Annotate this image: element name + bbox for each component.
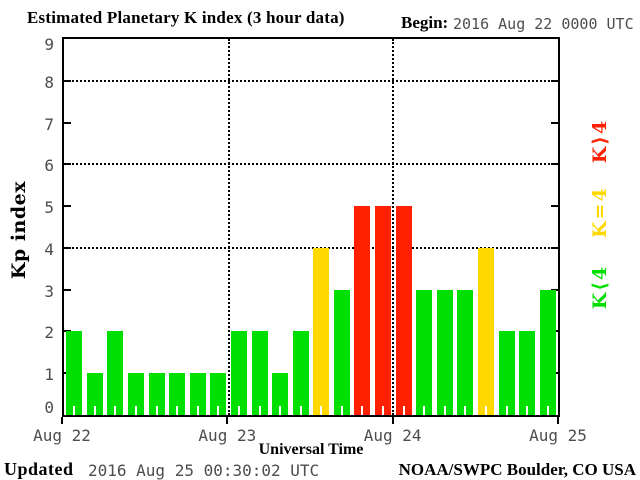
kp-bar [539, 289, 556, 415]
y-axis-tick-right-3 [551, 288, 558, 291]
legend-item-kp-eq4: K=4 [589, 186, 611, 238]
bar-interval-tick [402, 406, 405, 415]
bar-interval-tick [217, 406, 220, 415]
kp-bar [477, 247, 494, 415]
bar-interval-tick [505, 406, 508, 415]
y-tick-label-0: 0 [44, 398, 54, 417]
gridline-horizontal-kp4 [64, 246, 558, 249]
kp-bar [230, 331, 247, 415]
x-axis-tick-day [391, 417, 394, 424]
y-axis-tick-right-8 [551, 79, 558, 82]
gridline-vertical-day2 [392, 39, 395, 415]
y-tick-label-7: 7 [44, 114, 54, 134]
y-axis-tick-left-8 [64, 79, 71, 82]
x-day-label: Aug 25 [529, 426, 587, 445]
y-tick-label-9: 9 [44, 35, 54, 54]
kp-bar [169, 373, 186, 415]
bar-interval-tick [299, 406, 302, 415]
kp-bar [333, 289, 350, 415]
bar-interval-tick [340, 406, 343, 415]
y-tick-label-4: 4 [44, 239, 54, 259]
kp-bar [457, 289, 474, 415]
updated-timestamp: 2016 Aug 25 00:30:02 UTC [88, 461, 320, 480]
bar-interval-tick [237, 406, 240, 415]
x-axis-tick-day [61, 417, 63, 424]
kp-bar [395, 206, 412, 415]
plot-area [62, 37, 560, 417]
y-axis-tick-right-5 [551, 205, 558, 208]
y-axis-tick-right-7 [551, 121, 558, 124]
kp-bar [354, 206, 371, 415]
kp-bar [375, 206, 392, 415]
kp-bar [272, 373, 289, 415]
kp-bar [107, 331, 124, 415]
y-tick-label-6: 6 [44, 156, 54, 176]
y-axis-tick-left-6 [64, 163, 71, 166]
bar-interval-tick [320, 406, 323, 415]
kp-bar [416, 289, 433, 415]
bar-interval-tick [93, 406, 96, 415]
bar-interval-tick [382, 406, 385, 415]
y-axis-label: Kp index [8, 180, 30, 280]
bar-interval-tick [484, 406, 487, 415]
y-axis-tick-left-7 [64, 121, 71, 124]
gridline-horizontal-kp6 [64, 163, 558, 166]
x-axis-tick-day [557, 417, 559, 424]
bar-interval-tick [361, 406, 364, 415]
kp-bar [292, 331, 309, 415]
y-tick-label-8: 8 [44, 72, 54, 92]
y-axis-tick-right-4 [551, 246, 558, 249]
bar-interval-tick [155, 406, 158, 415]
y-axis-tick-left-5 [64, 205, 71, 208]
kp-bar [313, 247, 330, 415]
y-tick-label-5: 5 [44, 198, 54, 218]
bar-interval-tick [546, 406, 549, 415]
x-axis-tick-day [226, 417, 229, 424]
bar-interval-tick [114, 406, 117, 415]
kp-bar [210, 373, 227, 415]
y-tick-label-1: 1 [44, 365, 54, 385]
kp-bar [519, 331, 536, 415]
bar-interval-tick [423, 406, 426, 415]
bar-interval-tick [258, 406, 261, 415]
y-tick-label-3: 3 [44, 281, 54, 301]
chart-title: Estimated Planetary K index (3 hour data… [27, 8, 345, 27]
gridline-horizontal-kp8 [64, 79, 558, 82]
bar-interval-tick [73, 406, 76, 415]
kp-bar [436, 289, 453, 415]
y-axis-tick-left-4 [64, 246, 71, 249]
begin-label: Begin: [401, 13, 449, 32]
y-axis-tick-left-2 [64, 330, 71, 333]
bar-interval-tick [135, 406, 138, 415]
source-attribution: NOAA/SWPC Boulder, CO USA [398, 460, 636, 479]
bar-interval-tick [526, 406, 529, 415]
x-axis-label: Universal Time [258, 441, 364, 458]
y-axis-tick-right-6 [551, 163, 558, 166]
begin-value: 2016 Aug 22 0000 UTC [453, 15, 634, 33]
x-day-label: Aug 22 [33, 426, 91, 445]
kp-bar [251, 331, 268, 415]
bar-interval-tick [279, 406, 282, 415]
kp-bar [66, 331, 83, 415]
legend-item-kp-lt4: K⟨4 [589, 264, 611, 310]
bar-interval-tick [464, 406, 467, 415]
y-axis-tick-left-3 [64, 288, 71, 291]
x-day-label: Aug 24 [363, 426, 422, 445]
x-day-label: Aug 23 [198, 426, 257, 445]
kp-bar [498, 331, 515, 415]
bar-interval-tick [176, 406, 179, 415]
y-tick-label-2: 2 [44, 323, 54, 343]
gridline-vertical-day1 [227, 39, 230, 415]
bar-interval-tick [443, 406, 446, 415]
kp-bar [86, 373, 103, 415]
kp-bar [189, 373, 206, 415]
updated-label: Updated [4, 459, 74, 479]
kp-bar [148, 373, 165, 415]
kp-bar [128, 373, 145, 415]
bar-interval-tick [196, 406, 199, 415]
